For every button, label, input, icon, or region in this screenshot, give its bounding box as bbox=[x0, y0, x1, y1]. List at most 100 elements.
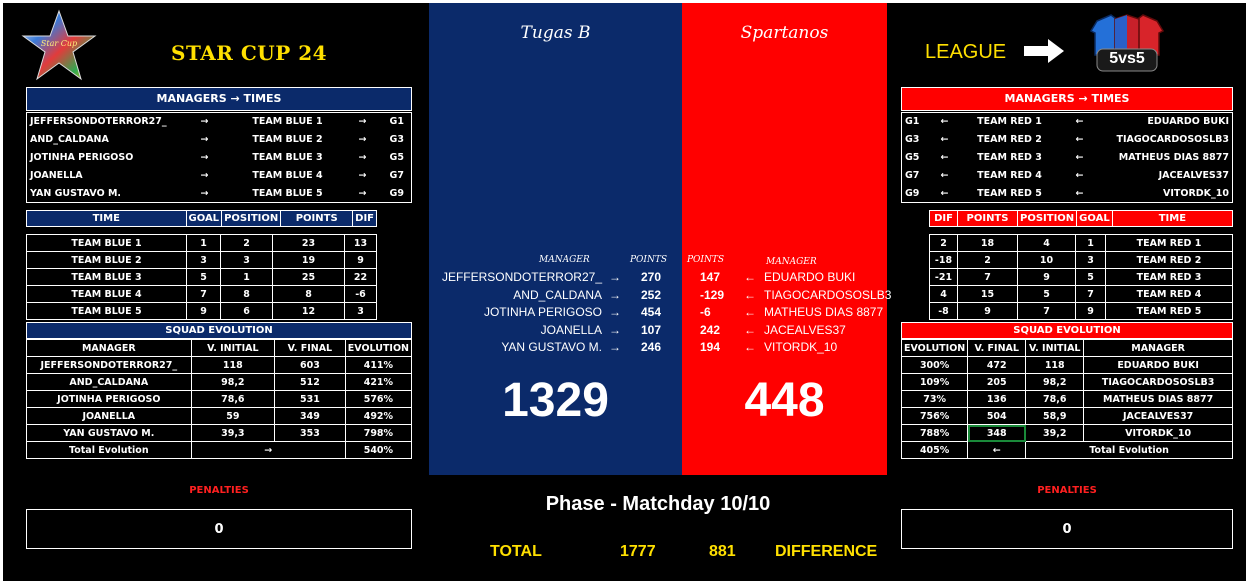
table-row: YAN GUSTAVO M. → TEAM BLUE 5 → G9 bbox=[27, 185, 412, 203]
standings-cell: 18 bbox=[957, 234, 1018, 252]
standings-cell: 9 bbox=[1075, 302, 1106, 320]
group-label: G7 bbox=[905, 170, 920, 181]
left-penalties-label: PENALTIES bbox=[189, 485, 249, 496]
star-cup-logo: Star Cup bbox=[21, 9, 97, 83]
points-value: 147 bbox=[700, 270, 721, 284]
points-value: 252 bbox=[641, 287, 662, 302]
arrow-icon: ← bbox=[744, 287, 756, 302]
column-header: V. INITIAL bbox=[1025, 339, 1085, 357]
arrow-icon: ← bbox=[1075, 170, 1084, 181]
page-title: STAR CUP 24 bbox=[171, 41, 328, 65]
column-header: POSITION bbox=[1016, 210, 1078, 227]
standings-cell: TEAM BLUE 1 bbox=[26, 234, 187, 252]
standings-cell: 10 bbox=[1017, 251, 1076, 269]
team-red-name: Spartanos bbox=[740, 23, 829, 43]
arrow-icon: ← bbox=[1075, 116, 1084, 128]
points-value: 107 bbox=[641, 322, 662, 337]
points-value: -129 bbox=[700, 287, 725, 302]
arrow-icon: → bbox=[358, 170, 367, 181]
standings-cell: TEAM RED 1 bbox=[1105, 234, 1233, 252]
col-manager-red: MANAGER bbox=[766, 257, 817, 267]
standings-cell: 2 bbox=[957, 251, 1018, 269]
arrow-icon: → bbox=[609, 305, 621, 319]
table-row: TEAM BLUE 3 5 1 25 22 bbox=[26, 268, 377, 286]
standings-cell: 5 bbox=[186, 268, 221, 286]
points-value: 194 bbox=[700, 340, 721, 354]
right-squad-header: SQUAD EVOLUTION bbox=[901, 322, 1233, 339]
standings-cell: 12 bbox=[272, 302, 345, 320]
squad-cell: 421% bbox=[344, 373, 413, 391]
squad-cell: AND_CALDANA bbox=[26, 373, 192, 391]
score-blue: 1329 bbox=[502, 374, 609, 427]
manager-name: YAN GUSTAVO M. bbox=[501, 340, 602, 354]
team-name: TEAM BLUE 1 bbox=[252, 116, 323, 128]
manager-name: JEFFERSONDOTERROR27_ bbox=[441, 270, 602, 284]
squad-cell: MATHEUS DIAS 8877 bbox=[1083, 390, 1233, 408]
group-label: G7 bbox=[389, 170, 404, 181]
column-header: POSITION bbox=[221, 210, 282, 227]
col-points-red: POINTS bbox=[687, 255, 725, 265]
list-item: -6 ← MATHEUS DIAS 8877 bbox=[682, 304, 887, 322]
squad-cell: JACEALVES37 bbox=[1083, 407, 1233, 425]
standings-cell: 9 bbox=[957, 302, 1018, 320]
squad-cell: 39,3 bbox=[190, 424, 276, 442]
column-header: EVOLUTION bbox=[900, 339, 969, 357]
arrow-icon: → bbox=[358, 116, 367, 128]
table-row: YAN GUSTAVO M. 39,3 353 798% bbox=[26, 424, 413, 442]
squad-cell: 603 bbox=[274, 356, 346, 374]
squad-cell: 492% bbox=[344, 407, 413, 425]
col-points-blue: POINTS bbox=[630, 255, 668, 265]
group-label: G1 bbox=[389, 116, 404, 128]
center-blue-rows: JEFFERSONDOTERROR27_ → 270 AND_CALDANA → 252 J… bbox=[429, 269, 682, 357]
list-item: 242 ← JACEALVES37 bbox=[682, 322, 887, 340]
squad-cell: 98,2 bbox=[190, 373, 276, 391]
manager-name: TIAGOCARDOSOSLB3 bbox=[764, 287, 892, 302]
table-row: JOANELLA → TEAM BLUE 4 → G7 bbox=[27, 167, 412, 185]
standings-cell: -21 bbox=[929, 268, 958, 286]
arrow-icon: ← bbox=[1075, 152, 1084, 163]
selected-cell[interactable]: 348 bbox=[967, 424, 1027, 442]
manager-name: VITORDK_10 bbox=[1163, 187, 1229, 199]
table-row: -8 9 7 9 TEAM RED 5 bbox=[929, 302, 1233, 320]
left-penalties-value: 0 bbox=[26, 509, 412, 549]
squad-cell: 531 bbox=[274, 390, 346, 408]
table-row: 788% 348 39,2 VITORDK_10 bbox=[900, 424, 1233, 442]
standings-cell: 8 bbox=[220, 285, 273, 303]
arrow-right-icon bbox=[1024, 39, 1064, 63]
list-item: JEFFERSONDOTERROR27_ → 270 bbox=[429, 269, 682, 287]
standings-cell: 2 bbox=[220, 234, 273, 252]
manager-name: JACEALVES37 bbox=[1158, 170, 1229, 181]
squad-cell: 78,6 bbox=[1025, 390, 1085, 408]
standings-cell: 1 bbox=[1075, 234, 1106, 252]
arrow-icon: ← bbox=[744, 270, 756, 284]
table-row: G1 ← TEAM RED 1 ← EDUARDO BUKI bbox=[902, 113, 1233, 131]
jersey-icon bbox=[1089, 14, 1165, 72]
standings-cell: 15 bbox=[957, 285, 1018, 303]
phase-label: Phase - Matchday 10/10 bbox=[545, 493, 771, 515]
points-value: 270 bbox=[641, 270, 662, 284]
team-name: TEAM BLUE 4 bbox=[252, 170, 323, 181]
group-label: G1 bbox=[905, 116, 920, 128]
standings-cell: 7 bbox=[1017, 302, 1076, 320]
table-row: 73% 136 78,6 MATHEUS DIAS 8877 bbox=[900, 390, 1233, 408]
standings-cell: 8 bbox=[272, 285, 345, 303]
squad-cell: 756% bbox=[900, 407, 969, 425]
column-header: EVOLUTION bbox=[344, 339, 413, 357]
manager-name: MATHEUS DIAS 8877 bbox=[764, 305, 884, 319]
center-blue-panel bbox=[429, 3, 682, 475]
table-row: JEFFERSONDOTERROR27_ → TEAM BLUE 1 → G1 bbox=[27, 113, 412, 131]
column-header: MANAGER bbox=[1083, 339, 1233, 357]
team-name: TEAM BLUE 3 bbox=[252, 152, 323, 163]
standings-cell: TEAM BLUE 4 bbox=[26, 285, 187, 303]
league-label: LEAGUE bbox=[925, 41, 1007, 63]
table-row: TEAM BLUE 2 3 3 19 9 bbox=[26, 251, 377, 269]
arrow-icon: ← bbox=[940, 187, 949, 199]
squad-cell: TIAGOCARDOSOSLB3 bbox=[1083, 373, 1233, 391]
arrow-icon: ← bbox=[1075, 134, 1084, 145]
points-value: 246 bbox=[641, 340, 662, 354]
arrow-icon: → bbox=[200, 152, 209, 163]
squad-cell: 798% bbox=[344, 424, 413, 442]
table-row: JOTINHA PERIGOSO 78,6 531 576% bbox=[26, 390, 413, 408]
column-header: V. FINAL bbox=[274, 339, 346, 357]
standings-cell: TEAM BLUE 2 bbox=[26, 251, 187, 269]
